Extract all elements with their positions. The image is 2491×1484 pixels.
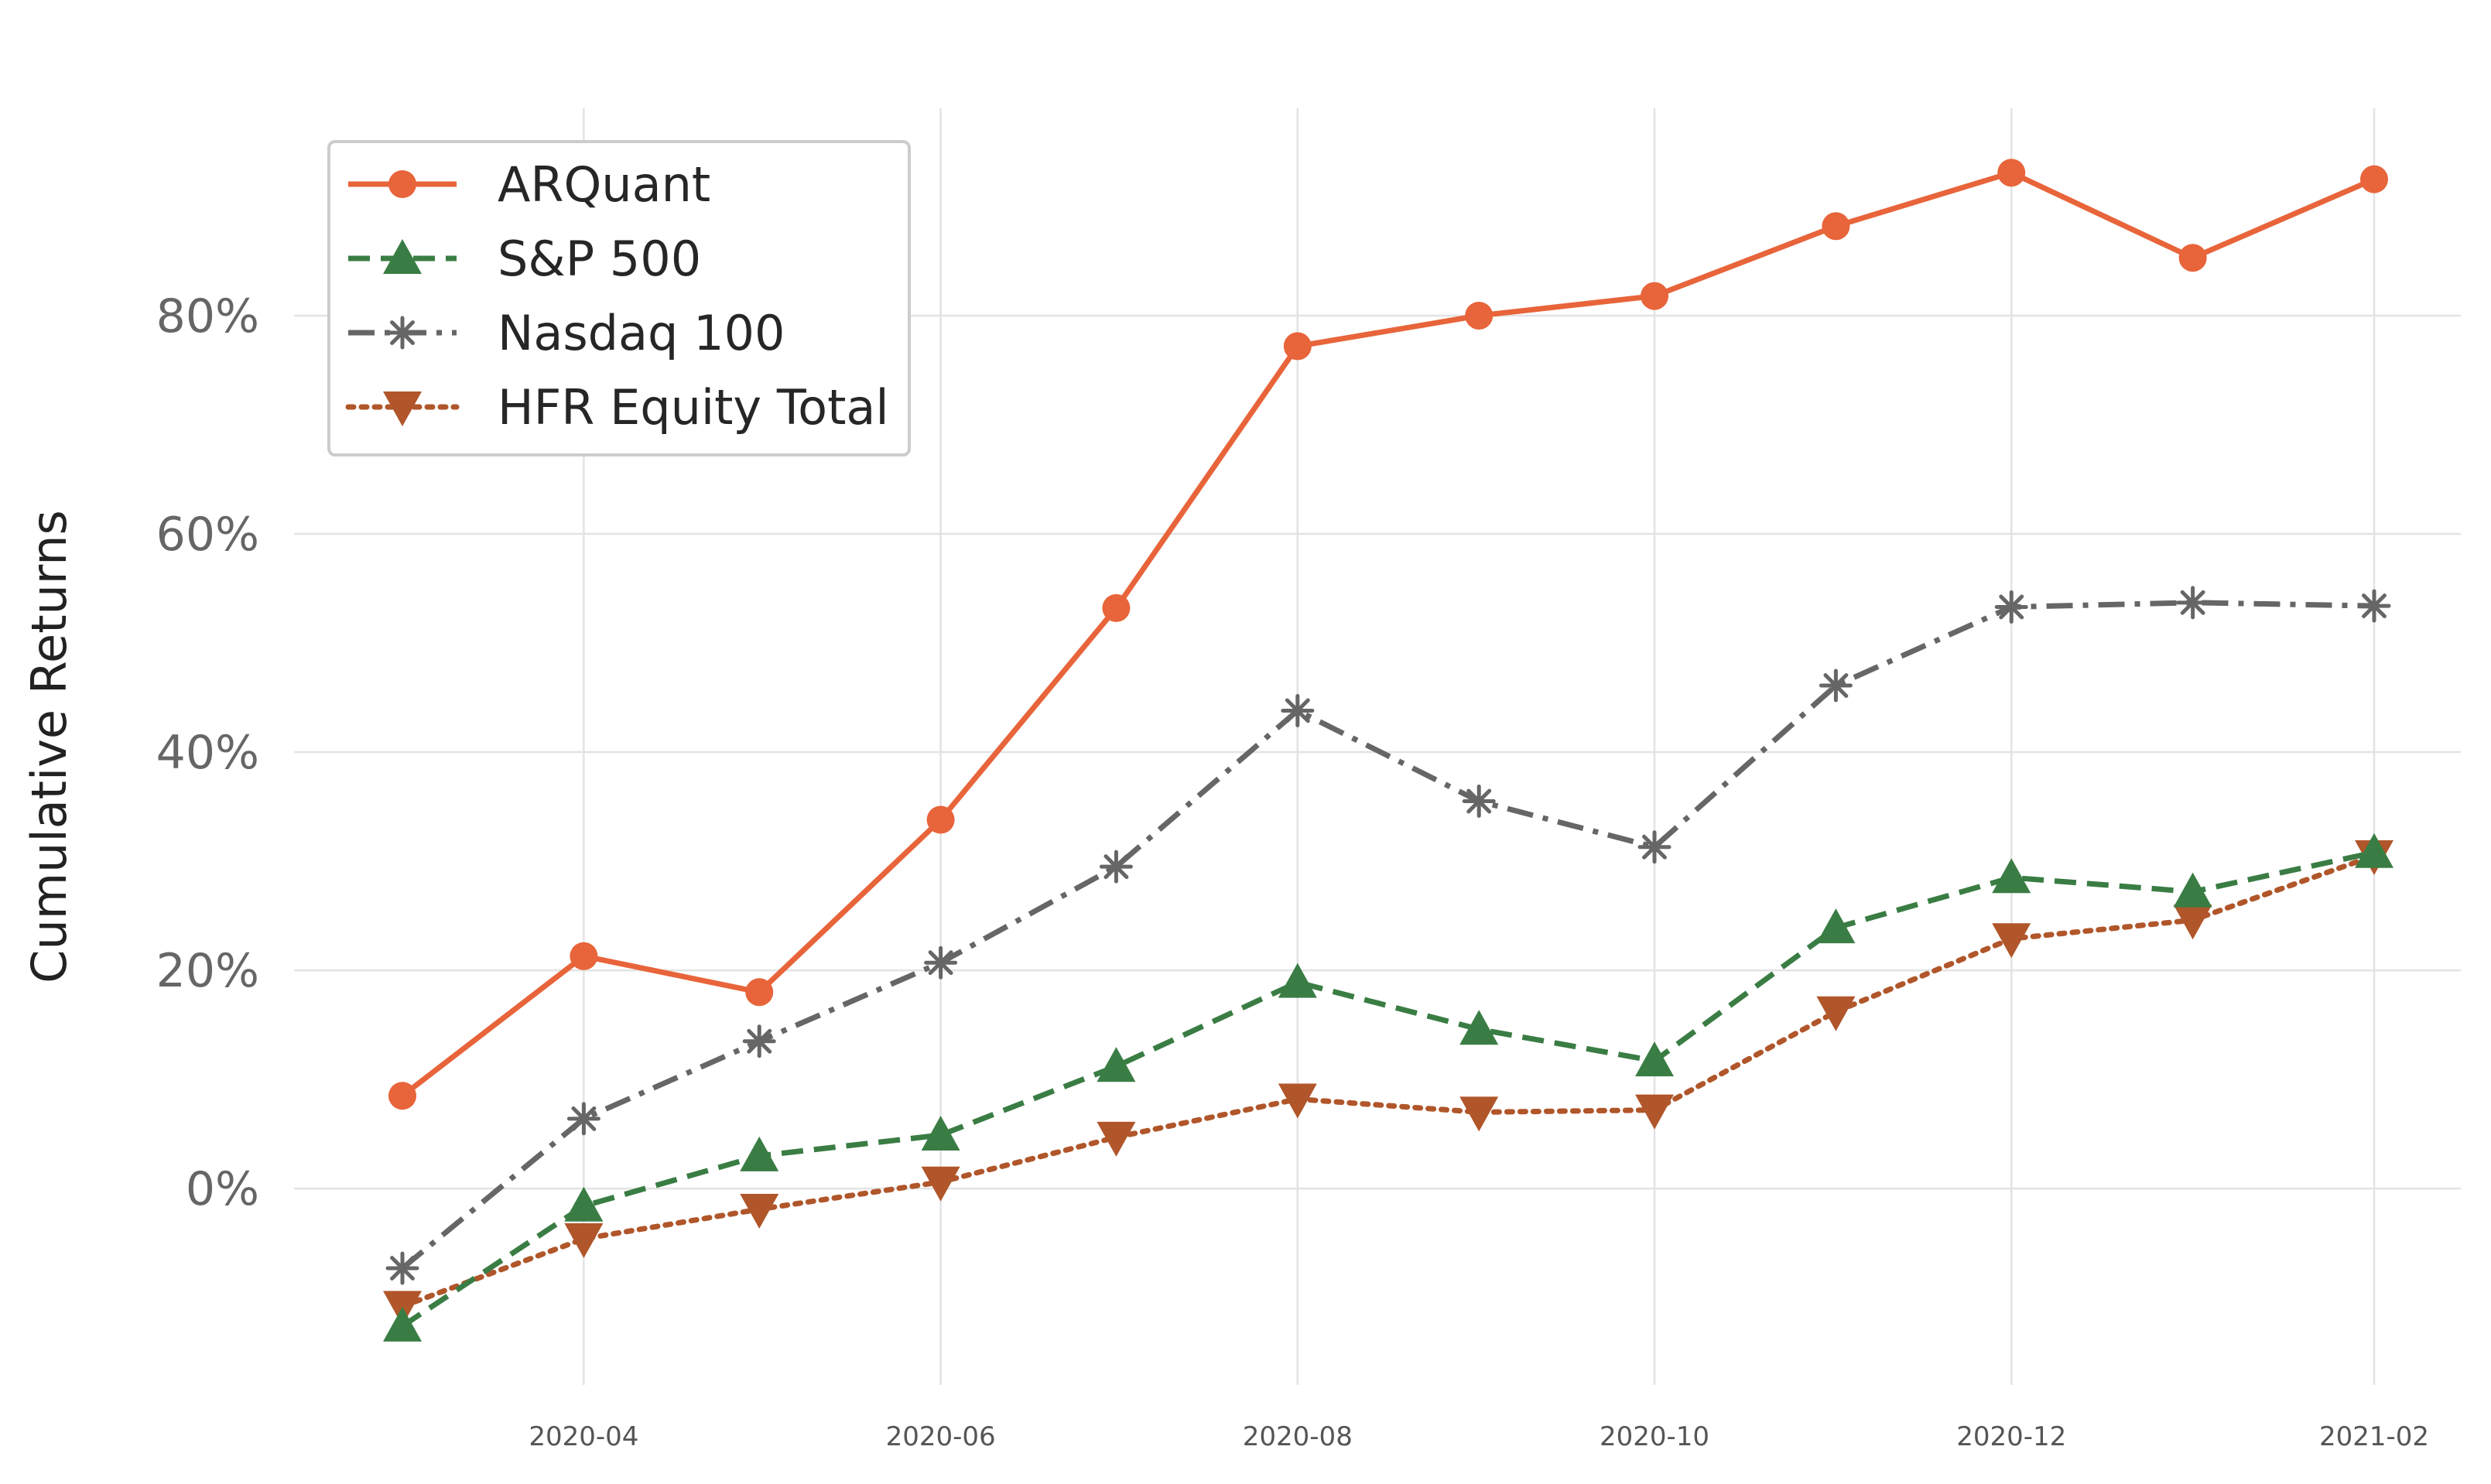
y-tick-label: 60% bbox=[156, 508, 259, 562]
data-point bbox=[2173, 872, 2212, 908]
data-point bbox=[2173, 904, 2212, 940]
data-point bbox=[1997, 159, 2026, 187]
legend-item: HFR Equity Total bbox=[345, 379, 889, 436]
data-point bbox=[1283, 332, 1312, 361]
legend-item: S&P 500 bbox=[348, 231, 701, 287]
axes: Cumulative Returns 0% 20% 40% 60% 80% 2020-04… bbox=[21, 289, 2429, 1452]
data-point bbox=[2357, 589, 2391, 623]
data-point bbox=[2360, 165, 2388, 193]
legend-label: HFR Equity Total bbox=[498, 379, 889, 436]
data-point bbox=[1992, 923, 2031, 959]
data-point bbox=[1278, 1083, 1317, 1119]
legend-marker bbox=[383, 239, 422, 274]
data-point bbox=[745, 978, 774, 1007]
data-point bbox=[385, 1251, 419, 1285]
data-point bbox=[1099, 850, 1133, 884]
x-tick-label: 2020-04 bbox=[529, 1421, 638, 1452]
x-tick-label: 2021-02 bbox=[2319, 1421, 2429, 1452]
data-point bbox=[566, 1102, 601, 1136]
data-point bbox=[1465, 301, 1494, 330]
data-point bbox=[1637, 830, 1672, 864]
series-arquant bbox=[388, 159, 2388, 1110]
legend-marker bbox=[383, 392, 422, 426]
data-point bbox=[1635, 1041, 1675, 1077]
data-point bbox=[1459, 1010, 1499, 1045]
series-nasdaq-100 bbox=[385, 586, 2391, 1285]
data-point bbox=[1102, 593, 1131, 622]
data-point bbox=[1819, 668, 1853, 703]
data-point bbox=[2178, 244, 2207, 272]
data-point bbox=[1822, 212, 1850, 241]
x-tick-label: 2020-06 bbox=[886, 1421, 996, 1452]
series-hfr-equity-total bbox=[383, 840, 2393, 1326]
data-point bbox=[2176, 586, 2210, 620]
legend-label: S&P 500 bbox=[498, 231, 701, 287]
data-point bbox=[740, 1136, 779, 1171]
legend-item: Nasdaq 100 bbox=[348, 305, 785, 361]
legend: ARQuant S&P 500 Nasdaq 100 HFR Equity Total bbox=[327, 140, 911, 456]
x-tick-label: 2020-12 bbox=[1956, 1421, 2066, 1452]
legend-box bbox=[327, 140, 911, 456]
data-point bbox=[1097, 1047, 1136, 1082]
data-point bbox=[1816, 908, 1856, 944]
series-s-p-500 bbox=[383, 833, 2393, 1342]
data-point bbox=[1281, 693, 1315, 727]
data-point bbox=[1641, 282, 1669, 310]
data-point bbox=[1816, 996, 1856, 1031]
legend-label: Nasdaq 100 bbox=[498, 305, 785, 361]
series-line bbox=[399, 853, 2377, 1309]
x-tick-label: 2020-08 bbox=[1243, 1421, 1353, 1452]
legend-item: ARQuant bbox=[348, 156, 710, 213]
data-point bbox=[1459, 1096, 1499, 1132]
data-point bbox=[921, 1166, 960, 1202]
data-point bbox=[1097, 1121, 1136, 1157]
data-point bbox=[740, 1193, 779, 1229]
data-point bbox=[742, 1024, 776, 1058]
data-point bbox=[1994, 590, 2028, 624]
series-line bbox=[400, 600, 2375, 1270]
y-tick-label: 0% bbox=[186, 1162, 259, 1216]
legend-marker bbox=[385, 316, 419, 350]
data-point bbox=[388, 1082, 416, 1110]
data-point bbox=[1635, 1094, 1675, 1130]
data-point bbox=[924, 945, 958, 980]
data-point bbox=[383, 1306, 422, 1342]
data-point bbox=[1992, 858, 2031, 894]
data-point bbox=[1278, 963, 1317, 998]
y-tick-label: 80% bbox=[156, 289, 259, 344]
legend-marker bbox=[388, 170, 416, 198]
x-tick-label: 2020-10 bbox=[1600, 1421, 1709, 1452]
data-point bbox=[570, 942, 598, 970]
data-point bbox=[564, 1223, 604, 1259]
y-axis-label: Cumulative Returns bbox=[21, 510, 77, 983]
legend-label: ARQuant bbox=[498, 156, 710, 213]
y-tick-label: 40% bbox=[156, 726, 259, 780]
y-tick-label: 20% bbox=[156, 944, 259, 998]
series-line bbox=[400, 169, 2376, 1099]
data-point bbox=[564, 1186, 604, 1222]
data-point bbox=[1462, 785, 1496, 819]
data-point bbox=[926, 805, 955, 834]
series bbox=[383, 159, 2393, 1342]
data-point bbox=[921, 1116, 960, 1151]
data-point bbox=[2355, 833, 2393, 868]
series-line bbox=[401, 850, 2375, 1328]
